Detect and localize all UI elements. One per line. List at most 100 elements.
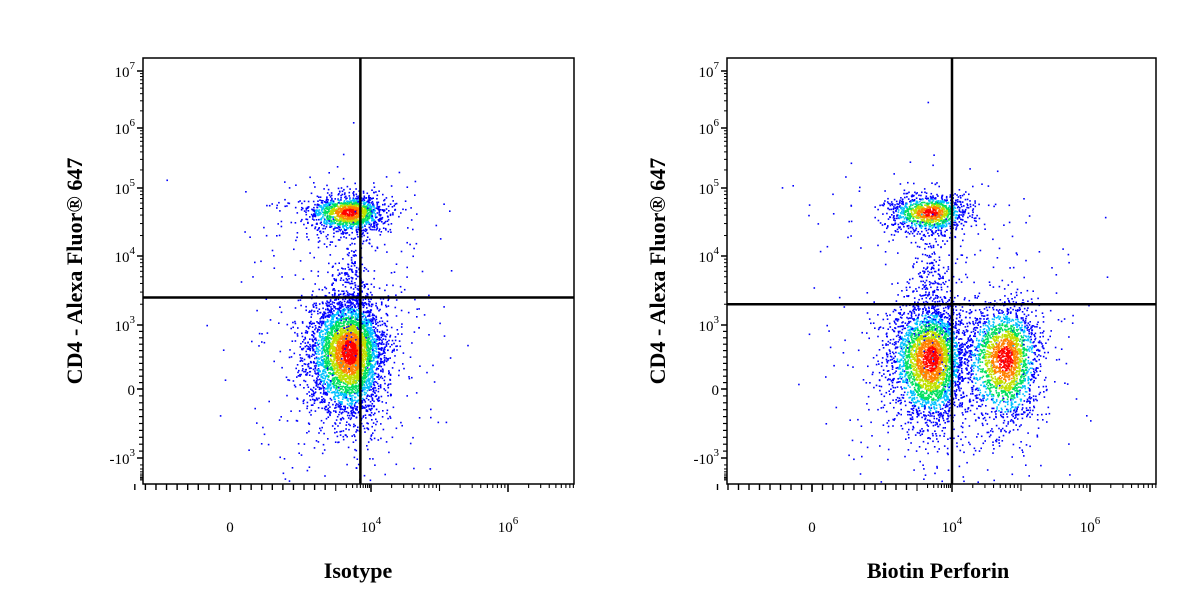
event-point — [374, 343, 376, 346]
event-point — [369, 228, 372, 231]
event-point — [346, 323, 348, 325]
event-point — [342, 217, 345, 220]
event-point — [339, 349, 342, 352]
event-point — [345, 217, 347, 220]
event-point — [378, 378, 380, 380]
event-point — [331, 223, 334, 225]
event-point — [319, 387, 322, 389]
event-point — [339, 358, 341, 360]
event-point — [365, 316, 367, 319]
event-point — [314, 367, 317, 370]
event-point — [353, 361, 356, 364]
event-point — [381, 302, 383, 304]
event-point — [336, 227, 339, 229]
event-point — [312, 390, 314, 393]
event-point — [370, 382, 373, 384]
event-point — [332, 354, 334, 357]
event-point — [365, 211, 368, 214]
event-point — [342, 385, 345, 388]
event-point — [371, 376, 373, 379]
event-point — [338, 319, 341, 321]
event-point — [371, 245, 373, 248]
event-point — [395, 345, 397, 348]
event-point — [367, 270, 370, 272]
event-point — [351, 228, 354, 230]
event-point — [296, 420, 299, 422]
event-point — [387, 384, 389, 387]
event-point — [322, 335, 324, 338]
event-point — [361, 199, 363, 202]
event-point — [300, 359, 302, 362]
event-point — [332, 372, 334, 375]
event-point — [347, 344, 349, 347]
event-point — [351, 305, 354, 308]
event-point — [371, 393, 374, 396]
event-point — [335, 387, 338, 390]
event-point — [342, 371, 345, 373]
event-point — [318, 214, 321, 216]
event-point — [338, 368, 341, 371]
event-point — [321, 316, 323, 318]
event-point — [386, 409, 389, 412]
event-point — [244, 231, 246, 233]
event-point — [343, 347, 345, 350]
event-point — [361, 215, 364, 218]
event-point — [351, 407, 354, 410]
event-point — [320, 210, 323, 212]
event-point — [327, 388, 329, 390]
event-point — [384, 346, 386, 348]
event-point — [344, 342, 347, 345]
event-point — [343, 366, 346, 369]
event-point — [375, 351, 378, 353]
event-point — [319, 427, 321, 430]
event-point — [365, 369, 368, 371]
event-point — [351, 402, 354, 405]
event-point — [384, 359, 386, 361]
event-point — [324, 214, 326, 217]
event-point — [328, 218, 331, 221]
event-point — [335, 324, 337, 326]
event-point — [353, 202, 356, 205]
event-point — [299, 299, 302, 301]
event-point — [329, 244, 331, 246]
event-point — [372, 218, 374, 220]
event-point — [360, 354, 363, 356]
event-point — [317, 368, 320, 370]
event-point — [346, 218, 349, 221]
event-point — [355, 467, 358, 469]
event-point — [338, 379, 341, 382]
event-point — [323, 328, 326, 331]
event-point — [364, 350, 366, 352]
event-point — [376, 330, 379, 333]
event-point — [327, 352, 329, 354]
event-point — [347, 323, 349, 326]
event-point — [366, 327, 369, 329]
event-point — [343, 232, 345, 234]
event-point — [320, 221, 322, 224]
event-point — [337, 369, 340, 372]
event-point — [356, 288, 359, 290]
event-point — [371, 419, 373, 421]
event-point — [389, 203, 392, 205]
event-point — [331, 200, 333, 202]
event-point — [339, 279, 342, 281]
event-point — [375, 408, 378, 411]
event-point — [343, 320, 346, 323]
event-point — [329, 217, 332, 219]
event-point — [317, 246, 320, 249]
event-point — [364, 431, 366, 433]
event-point — [314, 399, 317, 401]
event-point — [382, 210, 385, 213]
event-point — [354, 389, 357, 392]
event-point — [345, 306, 348, 309]
event-point — [352, 288, 355, 290]
event-point — [356, 458, 359, 460]
event-point — [330, 306, 332, 308]
event-point — [353, 404, 356, 407]
event-point — [315, 211, 317, 214]
event-point — [356, 308, 358, 311]
event-point — [366, 445, 368, 447]
event-point — [350, 218, 352, 220]
event-point — [350, 314, 353, 317]
event-point — [349, 309, 352, 312]
